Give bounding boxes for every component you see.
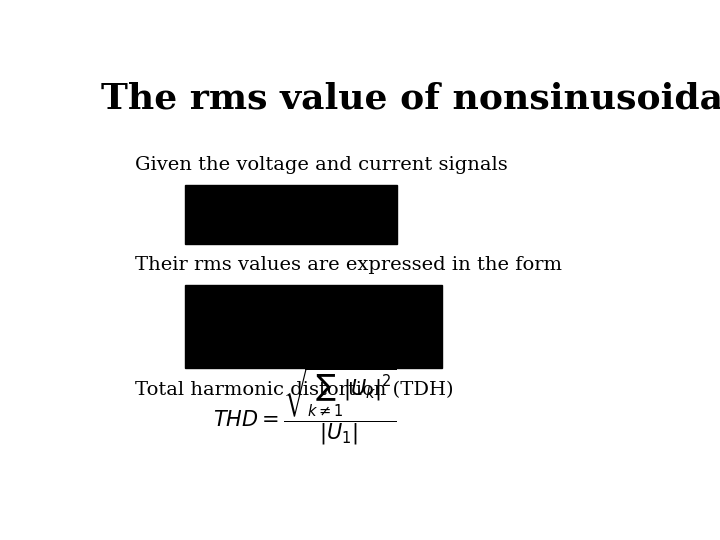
Text: $THD = \dfrac{\sqrt{\sum_{k \neq 1}|U_k|^2}}{|U_1|}$: $THD = \dfrac{\sqrt{\sum_{k \neq 1}|U_k|… [213, 367, 396, 447]
FancyBboxPatch shape [185, 285, 441, 368]
FancyBboxPatch shape [185, 185, 397, 244]
Text: Their rms values are expressed in the form: Their rms values are expressed in the fo… [135, 256, 562, 274]
Text: The rms value of nonsinusoidal signal: The rms value of nonsinusoidal signal [101, 82, 720, 116]
Text: Total harmonic distortion (TDH): Total harmonic distortion (TDH) [135, 381, 453, 399]
Text: Given the voltage and current signals: Given the voltage and current signals [135, 156, 508, 174]
